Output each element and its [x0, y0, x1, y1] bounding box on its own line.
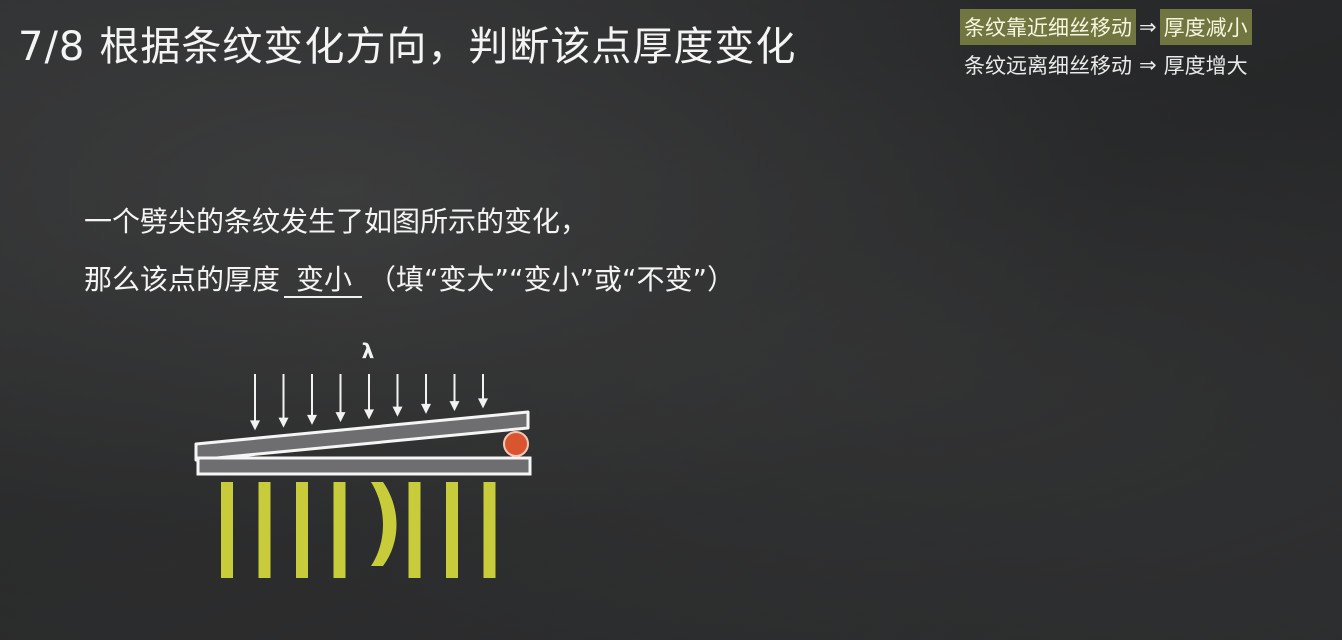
lower-glass-plate: [196, 456, 532, 476]
fringe: [258, 482, 271, 578]
rule-2-condition: 条纹远离细丝移动: [964, 54, 1132, 78]
rule-1-result: 厚度减小: [1159, 9, 1252, 45]
thin-wire: [503, 431, 529, 457]
rule-legend: 条纹靠近细丝移动 ⇒ 厚度减小 条纹远离细丝移动 ⇒ 厚度增大: [960, 8, 1322, 84]
ray-arrowhead: [250, 420, 260, 431]
fringe: [333, 482, 346, 578]
rule-1-condition: 条纹靠近细丝移动: [960, 9, 1136, 45]
legend-rule-2: 条纹远离细丝移动 ⇒ 厚度增大: [960, 46, 1322, 84]
ray-arrowhead: [307, 414, 317, 425]
rule-1-arrow: ⇒: [1139, 15, 1157, 39]
ray-arrowhead: [449, 401, 460, 412]
legend-rule-1: 条纹靠近细丝移动 ⇒ 厚度减小: [960, 8, 1322, 46]
incident-rays: [250, 374, 488, 431]
question-line-1: 一个劈尖的条纹发生了如图所示的变化，: [84, 205, 589, 238]
ray-arrowhead: [478, 398, 488, 409]
ray-arrowhead: [364, 409, 374, 420]
ray-arrowhead: [335, 412, 346, 423]
slide-number: 7/8: [18, 24, 86, 70]
fringe: [296, 482, 308, 578]
fringe: [221, 482, 233, 578]
question-text: 一个劈尖的条纹发生了如图所示的变化， 那么该点的厚度 变小 （填“变大”“变小”或“…: [84, 200, 735, 316]
slide-heading: 根据条纹变化方向，判断该点厚度变化: [99, 24, 797, 70]
interference-fringes: [221, 482, 496, 578]
bent-fringe: [371, 482, 397, 566]
answer-blank: 变小: [284, 264, 363, 298]
fringe: [446, 482, 458, 578]
ray-arrowhead: [278, 417, 289, 428]
wavelength-label: λ: [362, 339, 375, 363]
question-line-2: 那么该点的厚度 变小 （填“变大”“变小”或“不变”）: [84, 258, 735, 316]
question-suffix: （填“变大”“变小”或“不变”）: [368, 263, 736, 296]
question-prefix: 那么该点的厚度: [84, 263, 281, 296]
wedge-diagram: λ: [194, 339, 532, 578]
slide-title: 7/8 根据条纹变化方向，判断该点厚度变化: [18, 14, 796, 72]
fringe: [483, 482, 496, 578]
fringe: [408, 482, 421, 578]
ray-arrowhead: [421, 403, 431, 414]
rule-2-arrow: ⇒: [1139, 53, 1157, 77]
upper-glass-plate: [194, 410, 530, 462]
ray-arrowhead: [392, 406, 403, 417]
rule-2-result: 厚度增大: [1163, 54, 1248, 78]
